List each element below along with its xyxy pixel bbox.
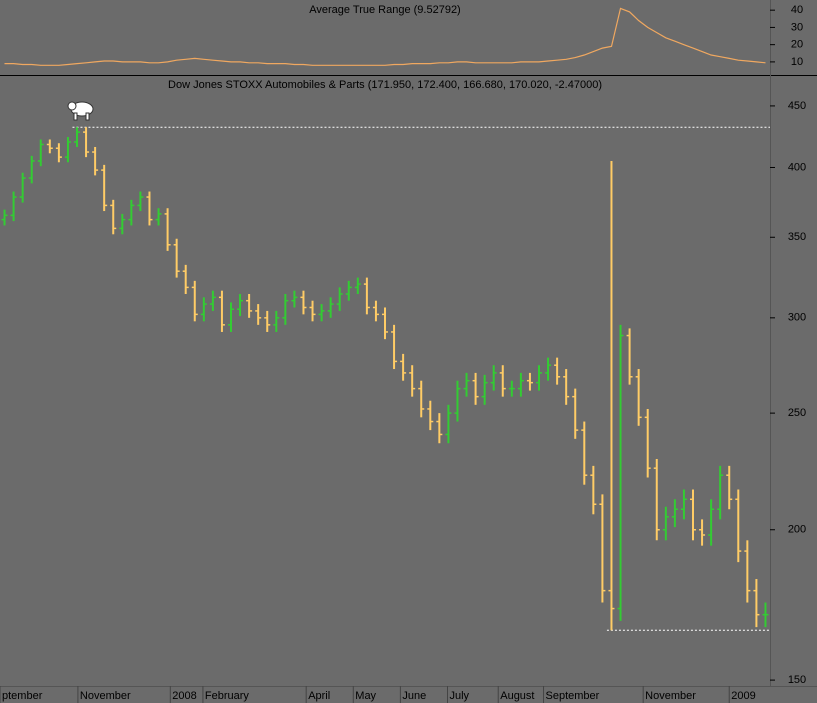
x-tick-label: June [402,690,426,702]
x-tick-label: May [355,690,376,702]
x-tick-label: 2008 [172,690,196,702]
y-tick-label: 250 [788,407,806,419]
x-tick-label: August [500,690,534,702]
y-tick-label: 450 [788,100,806,112]
x-tick-label: April [308,690,330,702]
y-tick-label: 30 [791,21,803,33]
x-tick-label: February [205,690,250,702]
y-tick-label: 400 [788,161,806,173]
y-tick-label: 350 [788,231,806,243]
y-tick-label: 20 [791,39,803,51]
y-tick-label: 200 [788,524,806,536]
x-tick-label: ptember [2,690,43,702]
atr-title: Average True Range (9.52792) [309,4,460,16]
y-tick-label: 10 [791,56,803,68]
x-tick-label: November [645,690,696,702]
x-tick-label: 2009 [731,690,755,702]
x-tick-label: November [80,690,131,702]
x-tick-label: July [450,690,470,702]
peak-icon [67,101,94,121]
x-tick-label: September [546,690,600,702]
y-tick-label: 40 [791,4,803,16]
atr-line [4,7,766,66]
y-tick-label: 300 [788,312,806,324]
price-title: Dow Jones STOXX Automobiles & Parts (171… [168,79,602,91]
y-tick-label: 150 [788,674,806,686]
